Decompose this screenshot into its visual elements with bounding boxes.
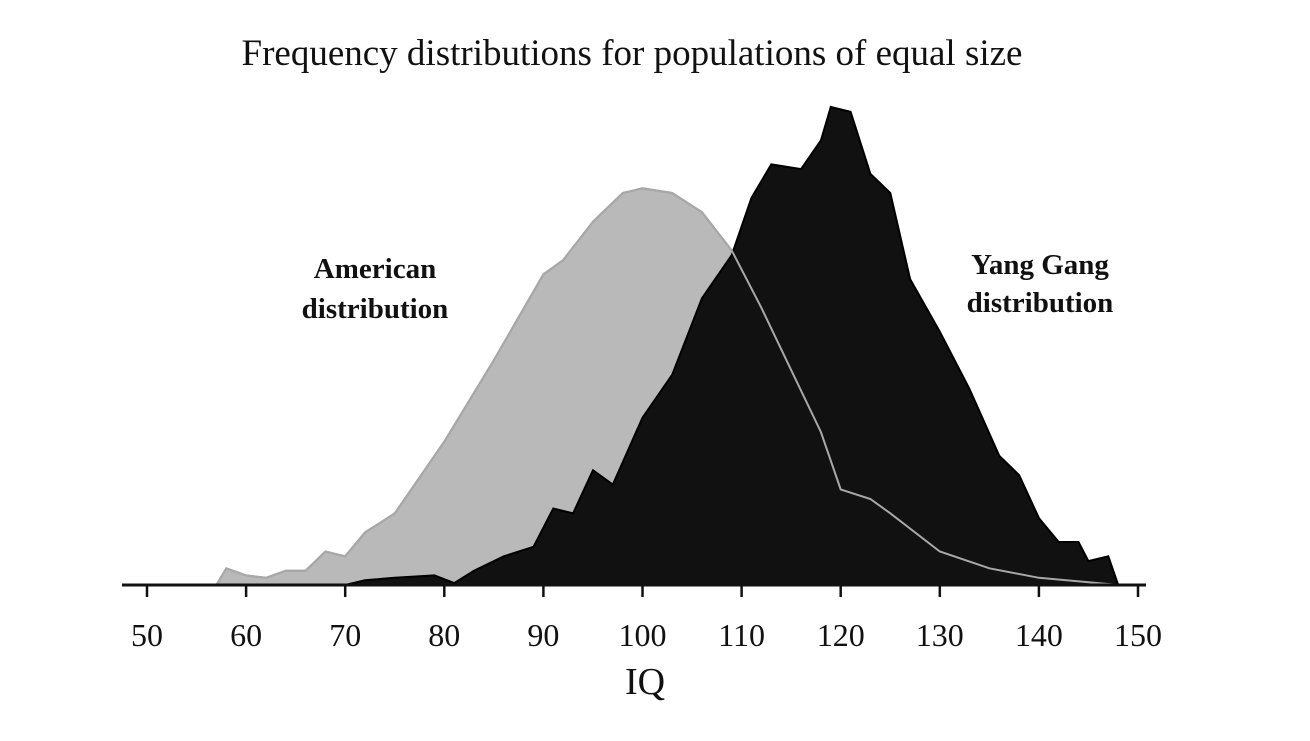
x-tick-label: 130 <box>916 617 964 653</box>
yang-gang-label-line-1: Yang Gang <box>971 249 1109 281</box>
yang-gang-label-line-2: distribution <box>967 287 1114 319</box>
legend-label-american: American distribution <box>302 253 449 325</box>
x-tick-label: 70 <box>329 617 361 653</box>
chart-title: Frequency distributions for populations … <box>242 33 1023 74</box>
american-label-line-2: distribution <box>302 293 449 325</box>
x-tick-label: 60 <box>230 617 262 653</box>
x-tick-label: 100 <box>619 617 667 653</box>
x-tick-label: 120 <box>817 617 865 653</box>
x-tick-label: 150 <box>1114 617 1162 653</box>
american-label-line-1: American <box>314 253 436 285</box>
x-tick-label: 140 <box>1015 617 1063 653</box>
x-tick-label: 50 <box>131 617 163 653</box>
legend-label-yang-gang: Yang Gang distribution <box>967 249 1114 319</box>
american-distribution-outline <box>215 187 1119 586</box>
yang-gang-distribution-area <box>137 105 1120 586</box>
x-tick-label: 80 <box>428 617 460 653</box>
x-tick-label: 110 <box>718 617 765 653</box>
x-tick-label: 90 <box>527 617 559 653</box>
x-axis-ticks: 50 60 70 80 90 100 110 120 130 140 150 <box>131 585 1162 653</box>
plot-area <box>137 105 1120 586</box>
x-axis-label: IQ <box>625 661 665 703</box>
